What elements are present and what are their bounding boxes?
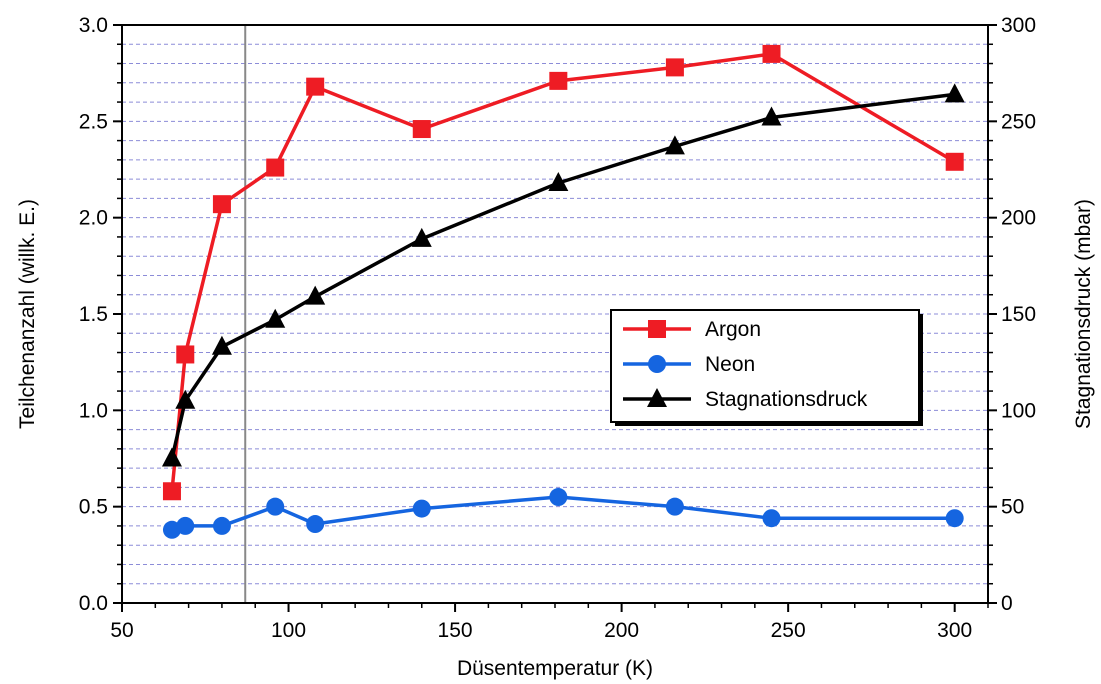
data-point [412,120,431,139]
data-point [549,488,568,507]
legend-label: Neon [705,353,755,376]
y2-tick-label: 50 [1001,496,1024,519]
y2-tick-label: 0 [1001,592,1013,615]
data-point [266,158,285,177]
legend-label: Stagnationsdruck [705,388,868,411]
series-line [171,495,955,532]
x-tick-label: 50 [110,619,133,642]
data-point [761,106,782,126]
series-argon [162,44,964,501]
y-axis-title: Teilchenanzahl (willk. E.) [16,199,39,429]
data-point [665,58,684,77]
data-point [306,515,325,534]
y2-tick-label: 150 [1001,303,1036,326]
x-tick-label: 300 [937,619,972,642]
data-point [648,355,666,373]
x-tick-label: 100 [271,619,306,642]
data-point [548,171,569,191]
series-neon [162,488,964,539]
y2-tick-label: 100 [1001,399,1036,422]
data-point [212,516,231,535]
axis-ticks [113,24,997,612]
y2-axis-title: Stagnationsdruck (mbar) [1072,199,1095,429]
series-line [170,52,956,492]
y2-tick-label: 200 [1001,207,1036,230]
data-point [664,135,685,155]
y-tick-label: 0.5 [79,496,108,519]
data-point [211,335,232,355]
data-point [306,77,325,96]
series-stagnationsdruck [161,83,965,467]
x-tick-label: 150 [438,619,473,642]
data-point [549,71,568,90]
y-tick-label: 0.0 [79,592,108,615]
series-group [161,44,965,539]
y-tick-label: 1.5 [79,303,108,326]
y-tick-label: 3.0 [79,14,108,37]
y2-tick-label: 300 [1001,14,1036,37]
data-point [176,345,195,364]
data-point [162,482,181,501]
x-tick-label: 250 [771,619,806,642]
y-tick-label: 2.5 [79,110,108,133]
data-point [176,516,195,535]
data-point [945,152,964,171]
y2-tick-label: 250 [1001,110,1036,133]
legend-item: Stagnationsdruck [623,388,868,411]
legend-item: Argon [623,318,761,341]
series-line [170,92,955,459]
data-point [412,499,431,518]
data-point [212,195,231,214]
data-point [945,509,964,528]
legend-label: Argon [705,318,761,341]
y-tick-label: 1.0 [79,399,108,422]
x-axis-title: Düsentemperatur (K) [457,657,653,680]
data-point [411,227,432,247]
data-point [266,497,285,516]
data-point [944,83,965,103]
x-tick-label: 200 [604,619,639,642]
data-point [161,447,182,467]
data-point [762,44,781,63]
data-point [647,388,667,407]
legend: Argon Neon Stagnationsdruck [610,309,923,426]
legend-item: Neon [623,353,755,376]
data-point [305,285,326,305]
data-point [265,308,286,328]
y-tick-label: 2.0 [79,207,108,230]
data-point [665,497,684,516]
tick-labels: 50 100 150 200 250 300 0.0 0.5 1.0 1.5 2.0 2.5 3.0 0 5… [79,14,1036,642]
data-point [762,509,781,528]
data-point [175,389,196,409]
data-point [648,320,666,338]
